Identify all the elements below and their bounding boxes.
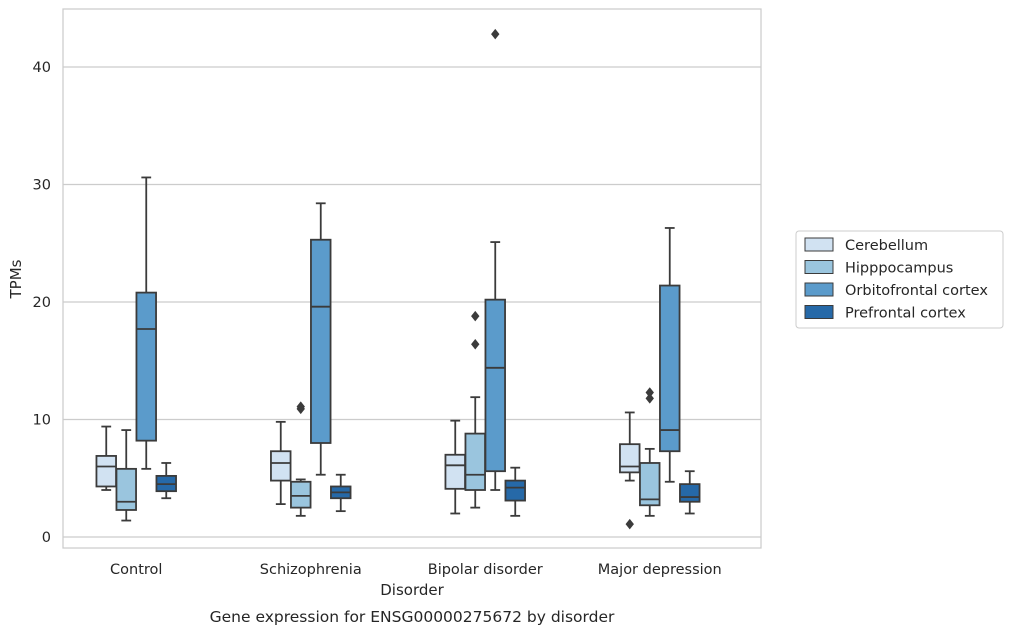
box-orbitofrontal-cortex-schizophrenia	[310, 202, 332, 476]
box-orbitofrontal-cortex-major-depression	[659, 227, 681, 483]
box-prefrontal-cortex-major-depression	[679, 470, 701, 515]
box-hipppocampus-major-depression	[639, 387, 661, 517]
box-orbitofrontal-cortex-control	[135, 176, 157, 470]
box-iqr	[679, 483, 701, 503]
box-cerebellum-schizophrenia	[270, 420, 292, 506]
box-iqr	[464, 432, 486, 491]
legend-swatch	[804, 282, 834, 297]
box-iqr	[270, 450, 292, 482]
x-tick-label: Control	[110, 562, 162, 578]
box-iqr	[290, 480, 312, 509]
box-iqr	[115, 467, 137, 511]
y-tick-label: 20	[33, 295, 51, 311]
chart-caption: Gene expression for ENSG00000275672 by d…	[210, 608, 615, 626]
box-iqr	[504, 479, 526, 502]
box-iqr	[444, 453, 466, 490]
y-tick-label: 30	[33, 178, 51, 194]
outlier-point	[625, 518, 634, 530]
x-tick-labels: Control Schizophrenia Bipolar disorder Majo…	[110, 562, 722, 578]
legend-frame	[795, 230, 1004, 329]
outlier-point	[296, 401, 305, 412]
outlier-point	[645, 393, 654, 404]
box-hipppocampus-schizophrenia	[290, 401, 312, 517]
legend-label: Cerebellum	[845, 238, 928, 254]
y-tick-label: 0	[42, 530, 51, 546]
box-hipppocampus-control	[115, 429, 137, 522]
box-cerebellum-bipolar-disorder	[444, 419, 466, 515]
y-tick-label: 10	[33, 413, 51, 429]
plot-area	[62, 8, 762, 549]
y-tick-label: 40	[33, 60, 51, 76]
box-iqr	[659, 284, 681, 453]
box-iqr	[310, 238, 332, 444]
legend-swatch	[804, 260, 834, 274]
outlier-point	[471, 310, 480, 322]
boxes	[95, 28, 701, 530]
outlier-point	[645, 387, 654, 398]
box-iqr	[95, 455, 117, 488]
y-axis-title: TPMs	[7, 259, 25, 299]
box-prefrontal-cortex-bipolar-disorder	[504, 466, 526, 517]
box-iqr	[619, 443, 641, 474]
box-iqr	[639, 462, 661, 507]
legend-label: Hipppocampus	[845, 261, 953, 277]
box-hipppocampus-bipolar-disorder	[464, 310, 486, 509]
outlier-point	[491, 28, 500, 40]
grid-lines	[63, 66, 761, 538]
box-cerebellum-control	[95, 425, 117, 491]
x-tick-label: Schizophrenia	[260, 562, 362, 578]
box-iqr	[484, 298, 506, 473]
box-iqr	[135, 291, 157, 442]
outlier-point	[471, 339, 480, 350]
box-prefrontal-cortex-schizophrenia	[330, 473, 352, 513]
box-orbitofrontal-cortex-bipolar-disorder	[484, 28, 506, 491]
legend-swatch	[804, 237, 834, 252]
legend-label: Orbitofrontal cortex	[845, 283, 988, 299]
x-axis-title: Disorder	[380, 581, 444, 599]
legend-label: Prefrontal cortex	[845, 306, 966, 322]
legend-swatch	[804, 305, 834, 319]
x-tick-label: Bipolar disorder	[428, 562, 543, 578]
legend: Cerebellum Hipppocampus Orbitofrontal cort…	[795, 230, 1004, 329]
y-tick-labels: 0 10 20 30 40	[33, 60, 51, 546]
box-cerebellum-major-depression	[619, 411, 641, 530]
box-prefrontal-cortex-control	[155, 462, 177, 500]
x-tick-label: Major depression	[598, 562, 722, 578]
